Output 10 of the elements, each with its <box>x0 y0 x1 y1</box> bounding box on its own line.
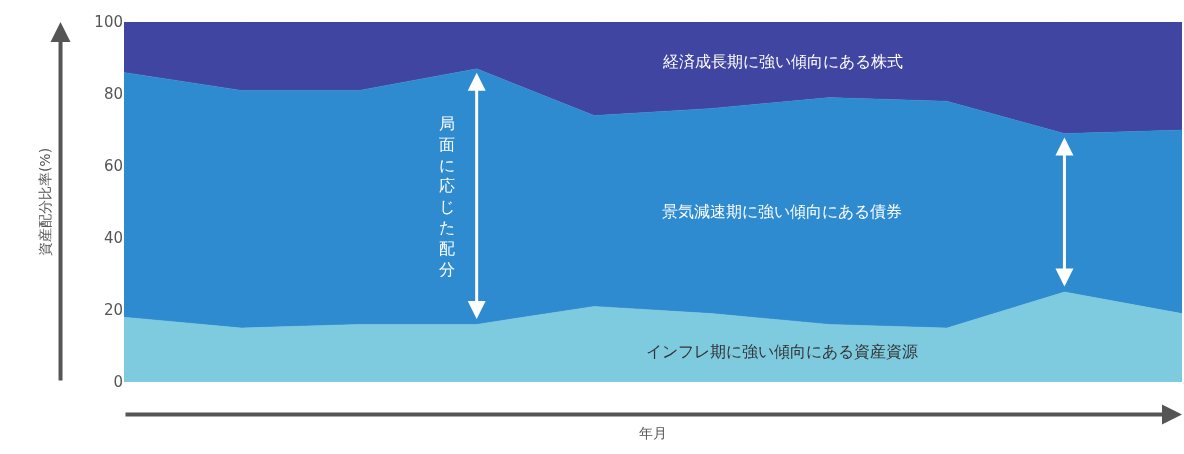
series-label: インフレ期に強い傾向にある資産資源 <box>646 342 918 361</box>
series-label: 経済成長期に強い傾向にある株式 <box>662 52 903 71</box>
y-tick-label: 0 <box>113 373 123 392</box>
y-tick-label: 60 <box>103 157 123 176</box>
x-axis-title: 年月 <box>639 425 667 442</box>
y-tick-label: 100 <box>94 13 123 32</box>
y-tick-label: 20 <box>103 301 123 320</box>
y-tick-label: 40 <box>103 229 123 248</box>
y-tick-label: 80 <box>103 85 123 104</box>
y-axis-title: 資産配分比率(%) <box>36 147 53 257</box>
